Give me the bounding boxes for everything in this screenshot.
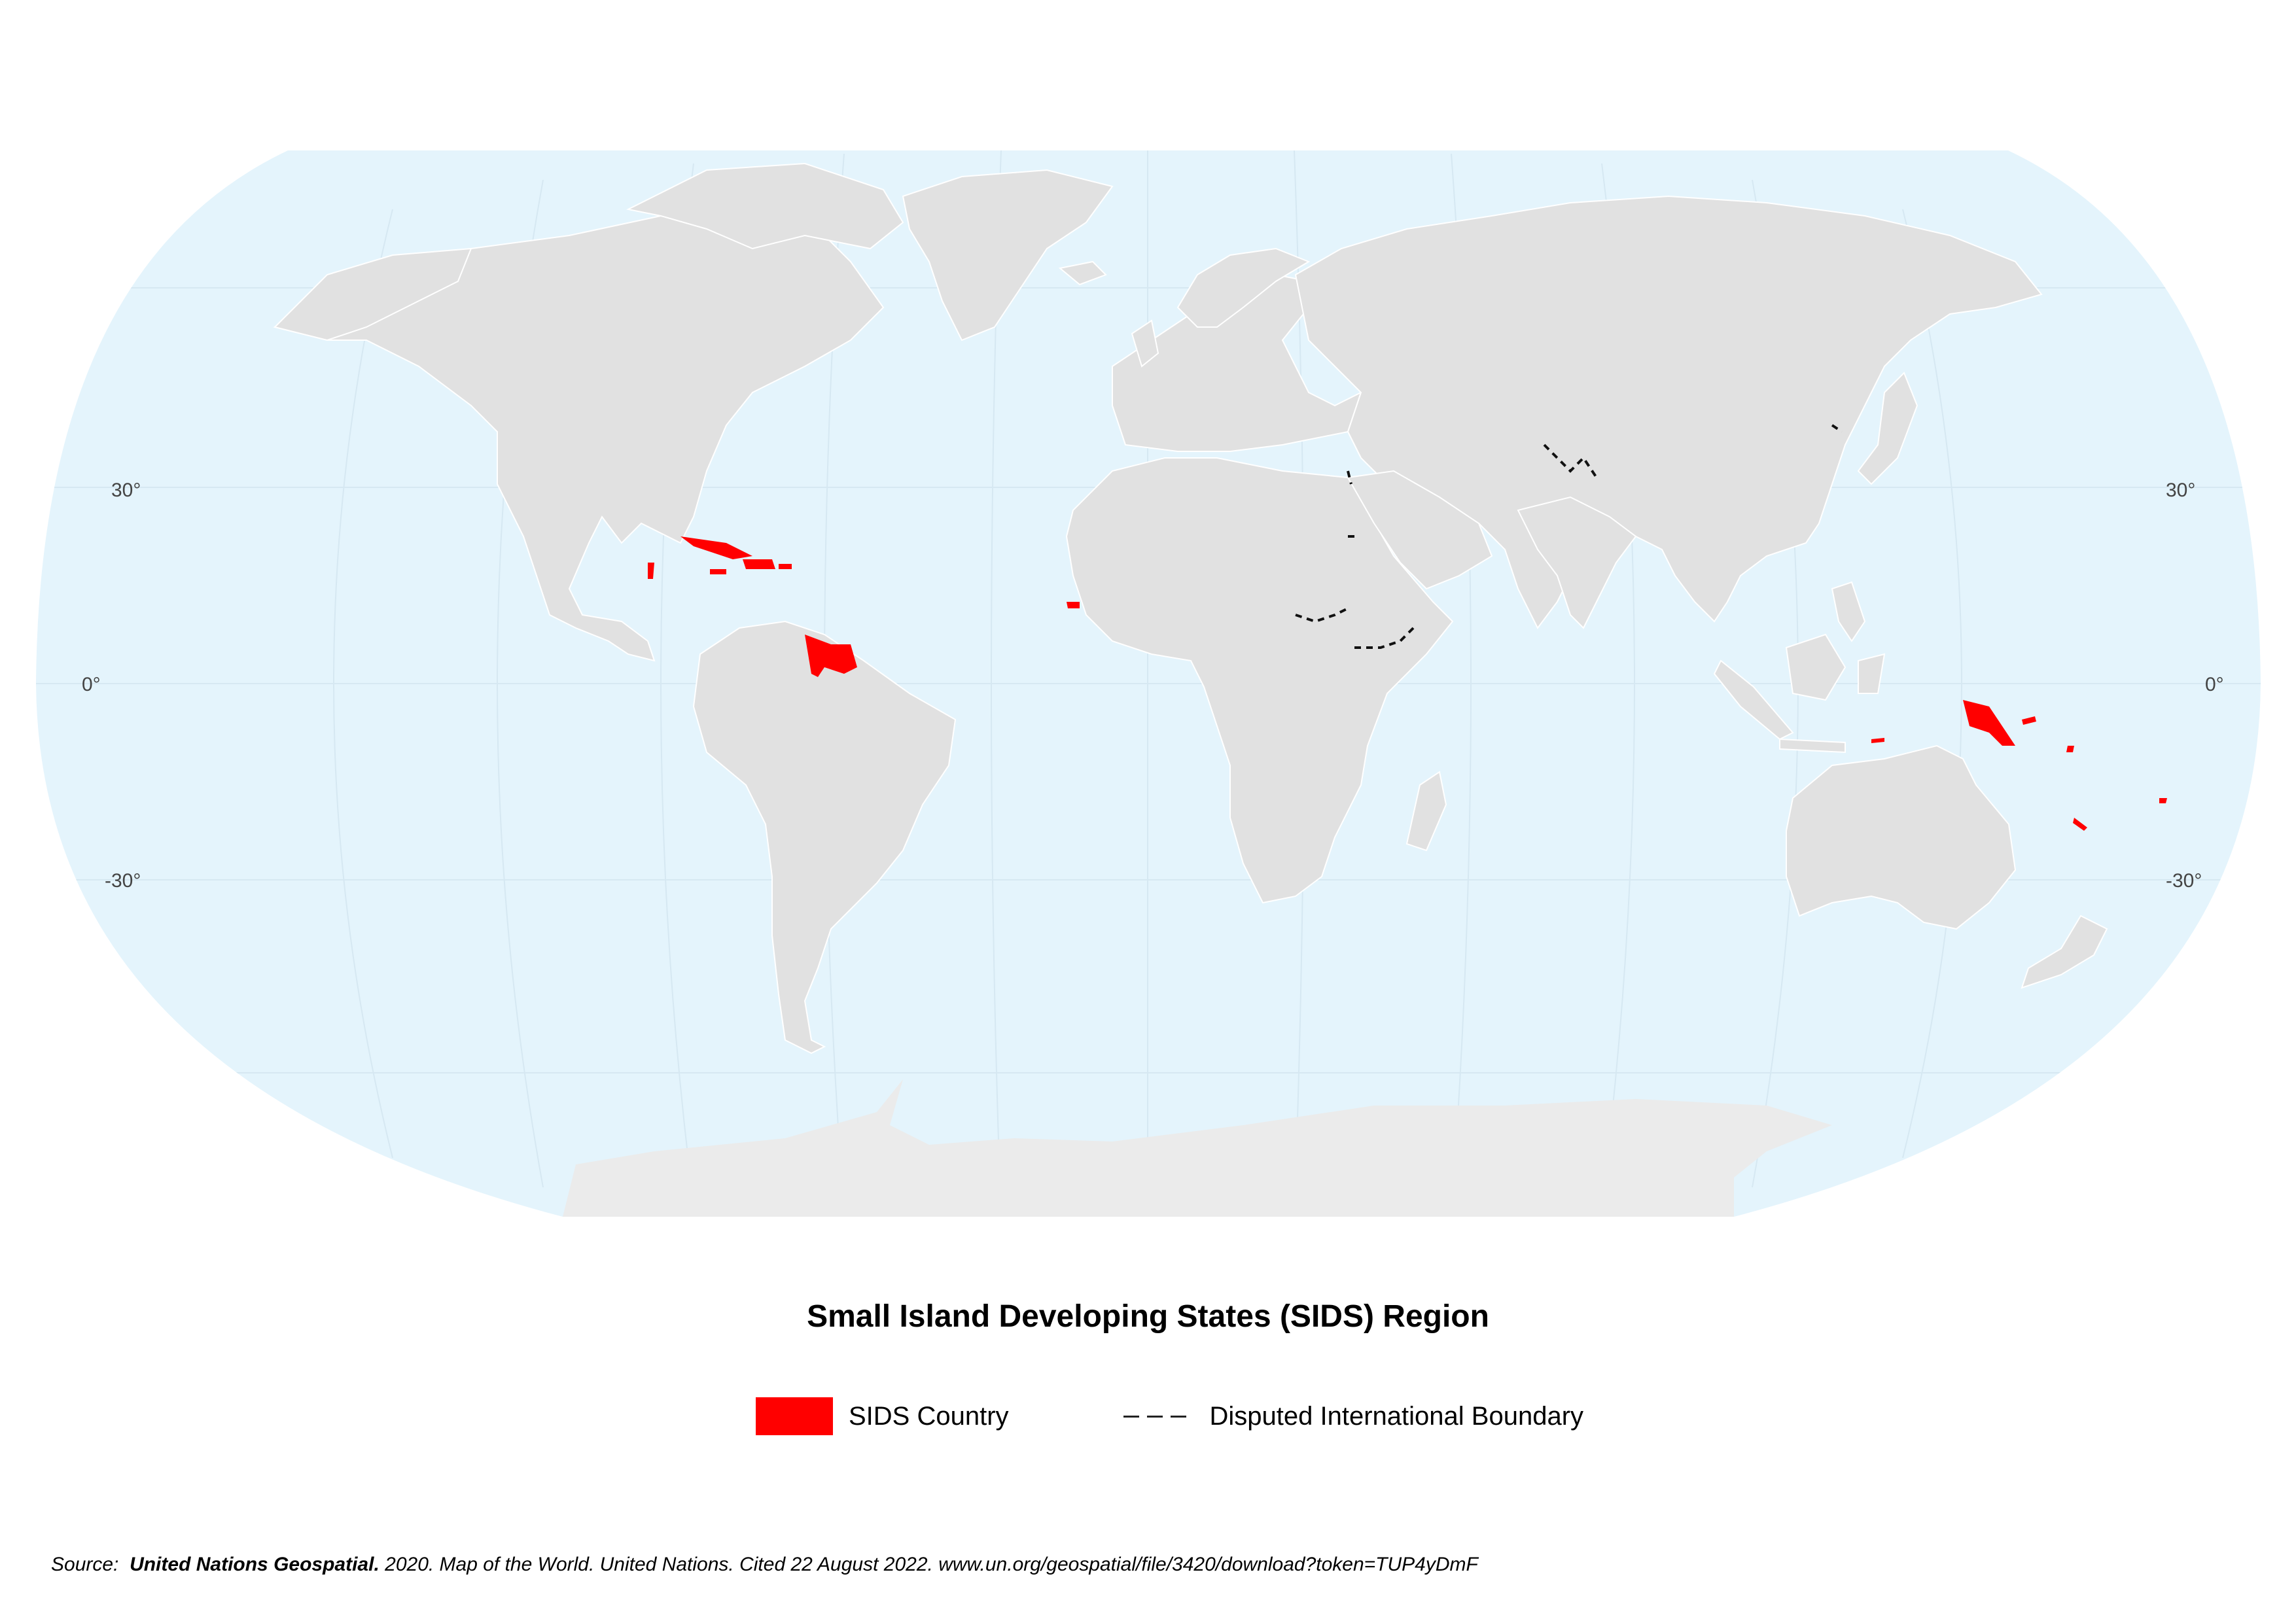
sids-guinea-bissau [1067,602,1080,608]
south-america [692,620,957,1055]
disputed-egypt [1347,470,1352,485]
lat-label-eq-right: 0° [2205,674,2224,695]
scandinavia [1176,247,1311,328]
sids-puerto-rico [779,564,792,569]
uk [1131,319,1159,368]
disputed-korea [1831,424,1843,433]
sids-jamaica [710,569,726,574]
legend-swatch-sids [756,1397,833,1435]
lat-label-eq-left: 0° [82,674,101,695]
sids-timor-leste [1871,738,1884,743]
source-prefix: Source: [51,1554,119,1575]
sids-guyana-suriname [805,635,857,677]
australia [1786,744,2017,930]
sids-solomon-islands [2022,716,2036,725]
source-rest: 2020. Map of the World. United Nations. … [385,1554,1478,1575]
legend-label-sids: SIDS Country [849,1401,1009,1431]
antarctica [563,1079,1832,1217]
sids-cuba [680,536,752,559]
land [273,162,2108,1055]
legend-swatch-disputed [1123,1415,1194,1418]
arctic-islands [626,162,904,250]
legend-item-disputed: Disputed International Boundary [1123,1402,1583,1431]
source-citation: Source: United Nations Geospatial. 2020.… [51,1554,1478,1576]
iceland [1058,260,1107,286]
greenland [902,169,1114,341]
sids-belize [648,563,654,579]
map-legend: SIDS Country Disputed International Boun… [756,1393,1583,1439]
borneo [1785,633,1846,701]
lat-label-30n-right: 30° [2166,479,2196,501]
disputed-ethiopia [1354,627,1415,649]
disputed-boundaries [1295,424,1843,649]
sids-papua-new-guinea [1963,700,2015,746]
lat-label-30n-left: 30° [111,479,141,501]
japan [1857,372,1918,485]
disputed-kashmir [1543,444,1598,479]
madagascar [1405,771,1447,852]
legend-label-disputed: Disputed International Boundary [1209,1401,1584,1431]
sids-regions [648,536,2167,831]
alaska [274,247,472,341]
sids-vanuatu [2066,746,2074,752]
india [1517,496,1637,629]
legend-item-sids: SIDS Country [756,1397,1009,1435]
new-zealand [2021,915,2108,989]
java [1779,738,1846,754]
arabia [1347,470,1493,590]
disputed-sudan [1295,607,1349,623]
sulawesi [1858,653,1886,694]
africa [1065,457,1454,904]
map-title: Small Island Developing States (SIDS) Re… [807,1299,1489,1334]
sids-hispaniola [743,559,775,569]
lat-label-30s-right: -30° [2166,870,2202,892]
sids-fiji [2159,798,2167,803]
philippines [1831,581,1866,642]
source-org: United Nations Geospatial. [130,1554,380,1575]
sids-new-caledonia [2073,818,2087,831]
lat-label-30s-left: -30° [105,870,141,892]
